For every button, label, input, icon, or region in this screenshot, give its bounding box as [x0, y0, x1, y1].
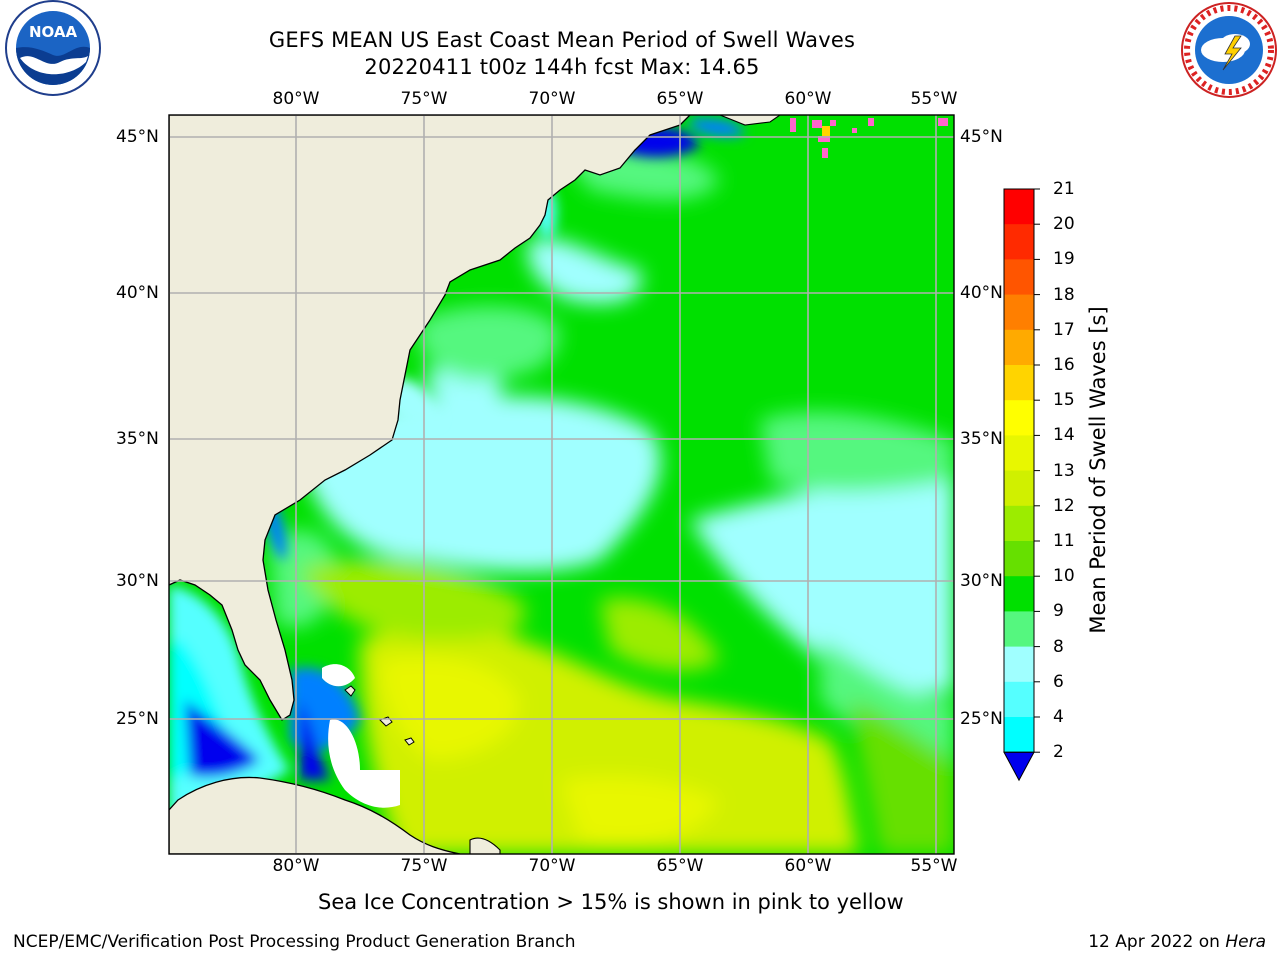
- chart-title: GEFS MEAN US East Coast Mean Period of S…: [268, 28, 856, 52]
- colorbar: [1003, 188, 1040, 782]
- colorbar-tick-label: 10: [1053, 566, 1075, 587]
- sea-ice-note: Sea Ice Concentration > 15% is shown in …: [318, 890, 904, 914]
- noaa-logo-text: NOAA: [29, 23, 78, 41]
- lat-tick-right: 45°N: [960, 127, 1003, 147]
- north-america-land: [169, 115, 691, 721]
- colorbar-tick-label: 14: [1053, 425, 1075, 446]
- sea-ice-markers: [790, 118, 948, 158]
- lon-tick-bottom: 70°W: [528, 856, 576, 876]
- lon-tick-top: 70°W: [528, 89, 576, 109]
- lon-tick-top: 80°W: [272, 89, 320, 109]
- colorbar-tick-label: 19: [1053, 249, 1075, 270]
- colorbar-segment: [1004, 294, 1034, 331]
- colorbar-extend-triangle: [1003, 751, 1035, 782]
- colorbar-segment: [1004, 329, 1034, 366]
- swell-period-field: [169, 115, 954, 854]
- lon-tick-top: 75°W: [400, 89, 448, 109]
- lon-tick-bottom: 55°W: [910, 856, 958, 876]
- lon-tick-bottom: 75°W: [400, 856, 448, 876]
- nws-logo: [1181, 2, 1277, 98]
- colorbar-segment: [1004, 259, 1034, 296]
- lon-tick-top: 55°W: [910, 89, 958, 109]
- colorbar-label: Mean Period of Swell Waves [s]: [1086, 306, 1110, 634]
- colorbar-tick-label: 9: [1053, 601, 1064, 622]
- graticule: [169, 115, 954, 854]
- footer-machine: Hera: [1225, 932, 1266, 952]
- colorbar-segment: [1004, 611, 1034, 648]
- colorbar-tick-label: 21: [1053, 179, 1075, 199]
- lon-tick-top: 65°W: [656, 89, 704, 109]
- lon-tick-top: 60°W: [784, 89, 832, 109]
- colorbar-tick-label: 11: [1053, 531, 1075, 551]
- colorbar-segment: [1004, 576, 1034, 612]
- colorbar-tick-label: 8: [1053, 636, 1064, 657]
- lat-tick-right: 25°N: [960, 709, 1003, 729]
- footer-date-text: 12 Apr 2022 on: [1088, 932, 1226, 952]
- colorbar-segment: [1004, 400, 1034, 436]
- colorbar-tick-label: 2: [1053, 742, 1064, 763]
- colorbar-segment: [1004, 646, 1034, 683]
- colorbar-tick-label: 12: [1053, 495, 1075, 516]
- lat-tick-left: 25°N: [116, 709, 159, 729]
- colorbar-tick-label: 13: [1053, 460, 1075, 481]
- colorbar-segment: [1004, 541, 1034, 577]
- chart-subtitle: 20220411 t00z 144h fcst Max: 14.65: [364, 55, 760, 79]
- lon-tick-bottom: 65°W: [656, 856, 704, 876]
- colorbar-segment: [1004, 365, 1034, 401]
- noaa-logo: NOAA: [5, 0, 101, 96]
- lat-tick-left: 30°N: [116, 571, 159, 591]
- lat-tick-left: 40°N: [116, 283, 159, 303]
- colorbar-tick-label: 17: [1053, 319, 1075, 340]
- lat-tick-left: 45°N: [116, 127, 159, 147]
- lon-tick-bottom: 60°W: [784, 856, 832, 876]
- colorbar-segment: [1004, 717, 1034, 753]
- colorbar-tick-label: 16: [1053, 355, 1075, 375]
- colorbar-tick-label: 6: [1053, 671, 1064, 692]
- footer-credit: NCEP/EMC/Verification Post Processing Pr…: [13, 932, 576, 952]
- colorbar-segment: [1004, 189, 1034, 225]
- lat-tick-right: 35°N: [960, 429, 1003, 449]
- colorbar-tick-label: 4: [1053, 707, 1064, 727]
- colorbar-segment: [1004, 435, 1034, 472]
- colorbar-tick-label: 18: [1053, 284, 1075, 305]
- footer-date: 12 Apr 2022 on Hera: [1088, 932, 1266, 952]
- cuba-land: [169, 776, 461, 854]
- colorbar-segment: [1004, 505, 1034, 542]
- colorbar-tick-label: 20: [1053, 214, 1075, 235]
- lat-tick-right: 30°N: [960, 571, 1003, 591]
- colorbar-segment: [1004, 470, 1034, 507]
- colorbar-tick-label: 15: [1053, 390, 1075, 411]
- colorbar-segment: [1004, 681, 1034, 718]
- colorbar-segment: [1004, 224, 1034, 260]
- lat-tick-left: 35°N: [116, 429, 159, 449]
- lat-tick-right: 40°N: [960, 283, 1003, 303]
- lon-tick-bottom: 80°W: [272, 856, 320, 876]
